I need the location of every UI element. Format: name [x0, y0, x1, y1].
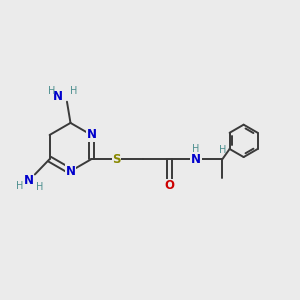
Text: O: O — [164, 179, 174, 192]
Text: H: H — [16, 181, 23, 190]
Text: H: H — [48, 85, 55, 95]
Text: S: S — [112, 153, 121, 166]
Text: H: H — [219, 145, 227, 155]
Text: H: H — [37, 182, 44, 192]
Text: N: N — [191, 153, 201, 166]
Text: H: H — [192, 144, 199, 154]
Text: N: N — [52, 90, 62, 103]
Text: H: H — [70, 85, 77, 95]
Text: N: N — [86, 128, 96, 142]
Text: N: N — [23, 174, 33, 187]
Text: N: N — [65, 165, 76, 178]
